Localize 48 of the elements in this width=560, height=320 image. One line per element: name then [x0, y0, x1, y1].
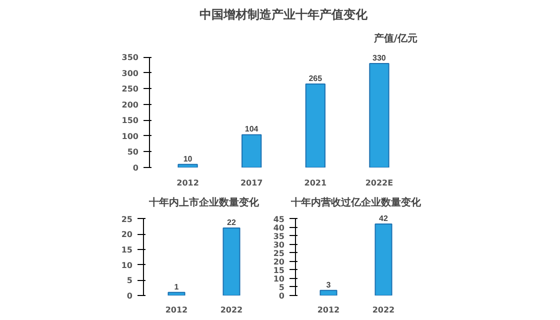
data-label: 265 [308, 74, 323, 83]
bar [242, 134, 262, 168]
y-tick-label: 45 [273, 214, 285, 224]
data-label: 22 [227, 218, 236, 228]
x-tick-label: 2021 [304, 178, 327, 188]
y-tick-label: 25 [273, 248, 285, 258]
y-tick-label: 350 [122, 53, 139, 62]
bar [369, 63, 390, 168]
x-tick-label: 2012 [165, 306, 188, 314]
x-tick-label: 2017 [240, 178, 263, 188]
chart-title: 十年内上市企业数量变化 [148, 196, 260, 208]
x-tick-label: 2022E [365, 178, 394, 188]
x-tick-label: 2022 [220, 306, 243, 314]
y-axis-title: 产值/亿元 [372, 32, 418, 44]
y-tick-label: 20 [121, 230, 133, 240]
y-tick-label: 0 [278, 292, 285, 300]
chart-title: 十年内营收过亿企业数量变化 [290, 196, 422, 208]
data-label: 104 [244, 124, 259, 134]
x-tick-label: 2012 [176, 178, 199, 188]
y-tick-label: 15 [121, 246, 133, 255]
data-label: 10 [183, 154, 193, 164]
x-tick-label: 2012 [317, 306, 340, 314]
chart-title: 中国增材制造产业十年产值变化 [200, 8, 368, 22]
bar [305, 84, 326, 168]
y-tick-label: 10 [121, 260, 133, 270]
data-label: 3 [326, 280, 332, 290]
y-tick-label: 40 [273, 223, 285, 232]
data-label: 42 [379, 214, 388, 223]
y-tick-label: 15 [273, 266, 285, 275]
data-label: 1 [174, 282, 180, 292]
y-tick-label: 250 [122, 84, 139, 94]
x-tick-label: 2022 [372, 306, 395, 314]
y-tick-label: 20 [273, 257, 285, 266]
y-tick-label: 300 [122, 68, 139, 78]
y-tick-label: 5 [126, 276, 133, 286]
y-tick-label: 10 [273, 274, 285, 284]
data-label: 330 [372, 54, 386, 63]
y-tick-label: 150 [122, 116, 139, 126]
y-tick-label: 200 [122, 100, 139, 110]
y-tick-label: 30 [273, 240, 285, 250]
y-tick-label: 0 [132, 164, 139, 172]
y-tick-label: 35 [273, 232, 285, 241]
y-tick-label: 100 [122, 132, 139, 141]
bar [178, 164, 198, 168]
y-tick-label: 25 [121, 214, 133, 224]
y-tick-label: 5 [278, 282, 285, 292]
y-tick-label: 0 [126, 292, 133, 300]
y-tick-label: 50 [127, 148, 139, 157]
